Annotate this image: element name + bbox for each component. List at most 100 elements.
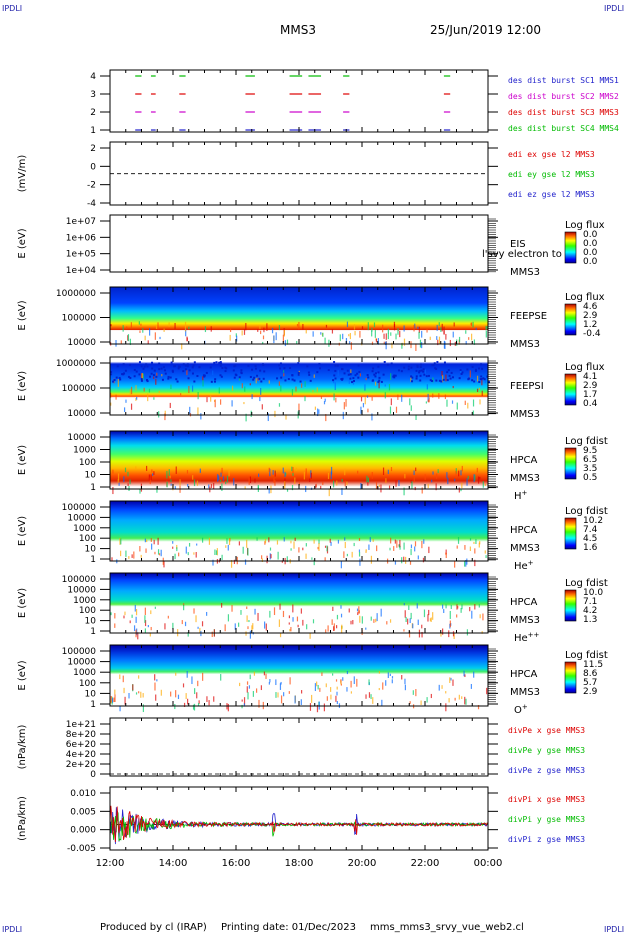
feepse-colorbar <box>564 303 577 336</box>
feepsi-texture <box>312 390 314 393</box>
hpca_h-texture <box>332 480 335 488</box>
hpca_hepp-texture <box>331 619 333 625</box>
feepsi-speckle <box>145 363 148 366</box>
feepsi-speckle <box>336 364 339 367</box>
hpca_hepp-texture <box>481 631 483 634</box>
feepsi-speckle <box>308 373 311 376</box>
hpca_he-texture <box>228 538 231 546</box>
feepsi-speckle <box>196 374 199 377</box>
feepsi-speckle <box>410 380 413 383</box>
hpca_hepp-texture <box>410 612 412 620</box>
hpca_he-texture <box>264 538 267 544</box>
feepsi-texture <box>397 394 399 400</box>
feepse-texture <box>142 328 144 333</box>
divpi-ytick-label: 0.000 <box>70 826 96 836</box>
hpca_h-texture <box>146 465 148 471</box>
hpca_h-texture <box>336 480 338 486</box>
hpca_he-texture <box>403 542 405 550</box>
hpca_he-texture <box>172 546 174 549</box>
hpca_he-texture <box>151 543 153 550</box>
feepsi-speckle <box>193 361 196 364</box>
hpca_hepp-texture <box>164 623 166 630</box>
feepsi-speckle <box>420 363 423 366</box>
feepse-texture <box>382 324 384 333</box>
feepsi-speckle <box>415 377 418 380</box>
divpe-legend-entry: divPe x gse MMS3 <box>508 726 585 735</box>
feepsi-texture <box>460 369 462 374</box>
hpca_o-texture <box>124 696 126 705</box>
feepsi-speckle <box>233 365 236 368</box>
hpca_he-texture <box>454 560 456 568</box>
feepse-texture <box>349 332 351 340</box>
hpca_h-texture <box>274 470 276 477</box>
feepsi-speckle <box>240 369 243 372</box>
feepsi-speckle <box>262 363 265 366</box>
feepsi-speckle <box>422 368 425 371</box>
feepsi-speckle <box>423 373 426 376</box>
hpca_he-texture <box>370 555 373 564</box>
panel-hpca_h <box>110 431 488 497</box>
feepsi-texture <box>478 387 481 390</box>
hpca_o-texture <box>220 674 222 681</box>
hpca_hepp-texture <box>278 619 281 627</box>
feepsi-speckle <box>482 377 485 380</box>
feepsi-texture <box>384 384 386 387</box>
feepsi-speckle <box>186 363 189 366</box>
hpca_hepp-texture <box>408 631 411 638</box>
feepsi-texture <box>426 384 428 390</box>
hpca_he-texture <box>221 554 223 560</box>
feepsi-speckle <box>443 361 446 364</box>
hpca_o-texture <box>132 684 134 691</box>
edi-legend-entry: edi ex gse l2 MMS3 <box>508 150 595 159</box>
eis-cbar-tick: 0.0 <box>583 257 598 267</box>
feepsi-texture <box>130 386 133 395</box>
feepsi-texture <box>456 402 458 410</box>
feepsi-texture <box>142 373 144 380</box>
feepse-texture <box>350 342 352 350</box>
hpca_he-texture <box>226 538 228 544</box>
hpca_o-texture <box>391 679 393 684</box>
hpca_he-texture <box>268 537 270 543</box>
feepse-texture <box>154 332 156 340</box>
hpca_he-ytick-label: 1 <box>90 555 96 565</box>
hpca_he-texture <box>394 560 397 565</box>
hpca_o-texture <box>340 680 342 685</box>
hpca_h-texture <box>123 476 125 483</box>
feepsi-speckle <box>158 368 161 371</box>
hpca_hepp-texture <box>248 620 250 623</box>
panel-hpca_o <box>110 645 488 713</box>
feepse-texture <box>305 329 307 334</box>
feepsi-speckle <box>146 365 149 368</box>
feepse-spectrogram <box>110 287 488 344</box>
hpca_hepp-texture <box>365 627 367 630</box>
feepse-texture <box>296 340 298 344</box>
feepsi-texture <box>267 413 269 422</box>
feepsi-texture <box>432 377 434 383</box>
feepse-texture <box>236 335 238 342</box>
feepsi-speckle <box>471 365 474 368</box>
feepsi-speckle <box>224 370 227 373</box>
feepsi-speckle <box>367 376 370 379</box>
feepsi-ytick-label: 100000 <box>62 384 97 394</box>
feepsi-speckle <box>175 378 178 381</box>
hpca_hepp-texture <box>471 610 473 619</box>
hpca_h-species-label: H+ <box>514 489 528 502</box>
hpca_o-texture <box>350 680 352 688</box>
hpca_he-texture <box>474 548 476 554</box>
feepsi-speckle <box>182 363 185 366</box>
hpca_o-cbar-tick: 5.7 <box>583 678 597 688</box>
feepse-texture <box>468 337 470 340</box>
feepsi-speckle <box>215 361 218 364</box>
feepsi-speckle <box>219 364 222 367</box>
hpca_hepp-texture <box>247 626 249 630</box>
hpca_hepp-texture <box>408 605 410 610</box>
hpca_h-texture <box>220 479 222 482</box>
feepsi-texture <box>136 396 138 400</box>
feepsi-speckle <box>260 380 263 383</box>
hpca_he-texture <box>119 537 121 545</box>
hpca_hepp-texture <box>461 604 463 610</box>
feepse-texture <box>373 322 376 328</box>
divpi-ytick-label: 0.005 <box>70 807 96 817</box>
feepsi-speckle <box>480 375 483 378</box>
hpca_he-texture <box>351 551 353 558</box>
